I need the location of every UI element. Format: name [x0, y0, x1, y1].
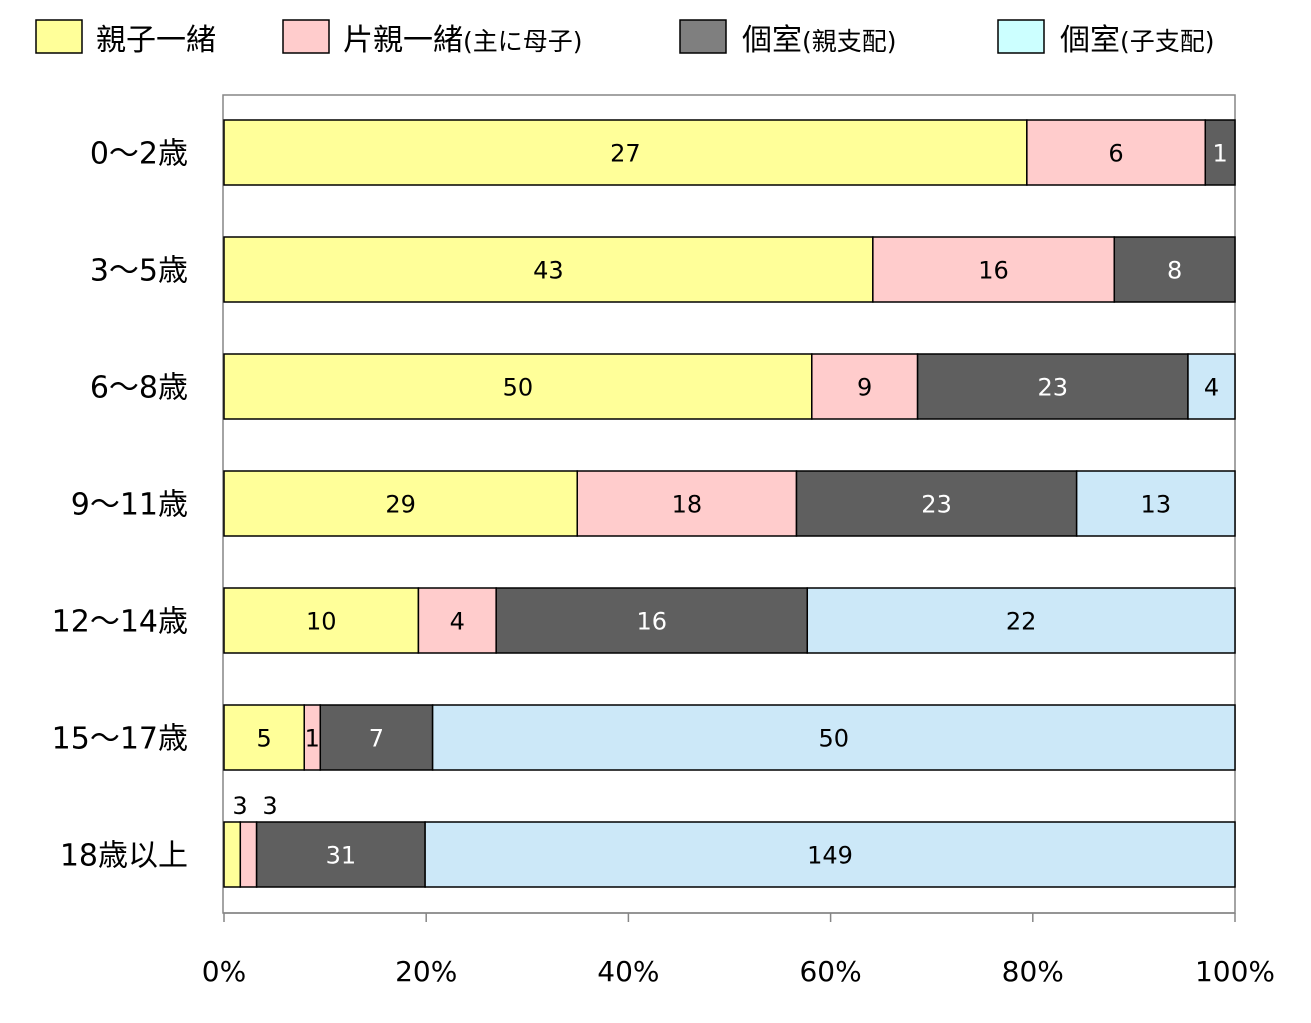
category-labels: 0〜2歳 3〜5歳 6〜8歳 9〜11歳 12〜14歳 15〜17歳 18歳以上	[52, 137, 188, 874]
data-label-1-1: 27	[610, 140, 641, 168]
data-label-2-1: 43	[533, 257, 564, 285]
category-label-2: 3〜5歳	[90, 254, 188, 289]
bar-2-series-2	[872, 236, 1116, 303]
data-label-3-1: 50	[503, 374, 534, 402]
legend-swatch-2	[282, 19, 330, 54]
data-label-4-1: 29	[385, 491, 416, 519]
bar-6-series-3	[319, 704, 434, 771]
data-label-6-4: 50	[819, 725, 850, 753]
bar-5-series-2	[417, 587, 497, 654]
x-tick-label-1: 20%	[395, 955, 457, 988]
data-label-6-2: 1	[305, 725, 320, 753]
data-label-7-4: 149	[807, 842, 853, 870]
legend-label-1: 親子一緒	[96, 23, 216, 58]
data-label-5-1: 10	[306, 608, 337, 636]
legend: 親子一緒 片親一緒(主に母子) 個室(親支配) 個室(子支配)	[35, 19, 1215, 58]
category-label-4: 9〜11歳	[71, 488, 188, 523]
legend-swatch-4	[997, 19, 1045, 54]
x-tick-label-2: 40%	[597, 955, 659, 988]
data-label-6-1: 5	[256, 725, 271, 753]
bar-3-series-4	[1187, 353, 1236, 420]
data-label-7-3: 31	[326, 842, 357, 870]
x-tick-label-5: 100%	[1195, 955, 1275, 988]
bar-7-series-3	[255, 821, 426, 888]
bar-1-series-3	[1204, 119, 1236, 186]
data-label-2-3: 8	[1167, 257, 1182, 285]
bar-4-series-3	[795, 470, 1078, 537]
data-label-4-3: 23	[921, 491, 952, 519]
data-label-6-3: 7	[369, 725, 384, 753]
bar-2-series-1	[223, 236, 874, 303]
data-label-3-4: 4	[1204, 374, 1219, 402]
bar-4-series-2	[576, 470, 798, 537]
bar-1-series-1	[223, 119, 1028, 186]
category-label-5: 12〜14歳	[52, 605, 188, 640]
legend-label-2: 片親一緒(主に母子)	[343, 23, 583, 58]
bar-1-series-2	[1026, 119, 1207, 186]
x-tick-label-3: 60%	[799, 955, 861, 988]
data-label-1-3: 1	[1212, 140, 1227, 168]
data-label-2-2: 16	[978, 257, 1009, 285]
legend-label-4: 個室(子支配)	[1060, 23, 1215, 58]
x-tick-label-4: 80%	[1002, 955, 1064, 988]
bar-3-series-1	[223, 353, 813, 420]
data-label-7-2: 3	[262, 792, 277, 820]
bars: 27 6 1 43 16 8 50 9 23 4 29 18 23 13 10 4 16 22 5 1 7 50 3 3 31 1…	[223, 119, 1236, 888]
category-label-3: 6〜8歳	[90, 371, 188, 406]
x-tick-label-0: 0%	[202, 955, 246, 988]
x-axis: 0% 20% 40% 60% 80% 100%	[202, 912, 1275, 988]
bar-5-series-3	[495, 587, 809, 654]
legend-label-3: 個室(親支配)	[742, 23, 897, 58]
data-label-3-3: 23	[1038, 374, 1069, 402]
bar-5-series-1	[223, 587, 420, 654]
data-label-5-4: 22	[1006, 608, 1037, 636]
bar-7-series-4	[424, 821, 1236, 888]
bar-6-series-1	[223, 704, 305, 771]
category-label-7: 18歳以上	[60, 839, 188, 874]
data-label-5-3: 16	[636, 608, 667, 636]
bar-7-series-1	[223, 821, 242, 888]
bar-5-series-4	[806, 587, 1236, 654]
data-label-5-2: 4	[450, 608, 465, 636]
legend-swatch-1	[35, 19, 83, 54]
bar-2-series-3	[1113, 236, 1236, 303]
bar-3-series-3	[916, 353, 1189, 420]
data-label-4-2: 18	[672, 491, 703, 519]
category-label-1: 0〜2歳	[90, 137, 188, 172]
data-label-3-2: 9	[857, 374, 872, 402]
data-label-7-1: 3	[232, 792, 247, 820]
bar-4-series-4	[1075, 470, 1236, 537]
data-label-4-4: 13	[1141, 491, 1172, 519]
bar-7-series-2	[239, 821, 258, 888]
category-label-6: 15〜17歳	[52, 722, 188, 757]
data-label-1-2: 6	[1108, 140, 1123, 168]
bar-6-series-4	[431, 704, 1236, 771]
legend-swatch-3	[679, 19, 727, 54]
